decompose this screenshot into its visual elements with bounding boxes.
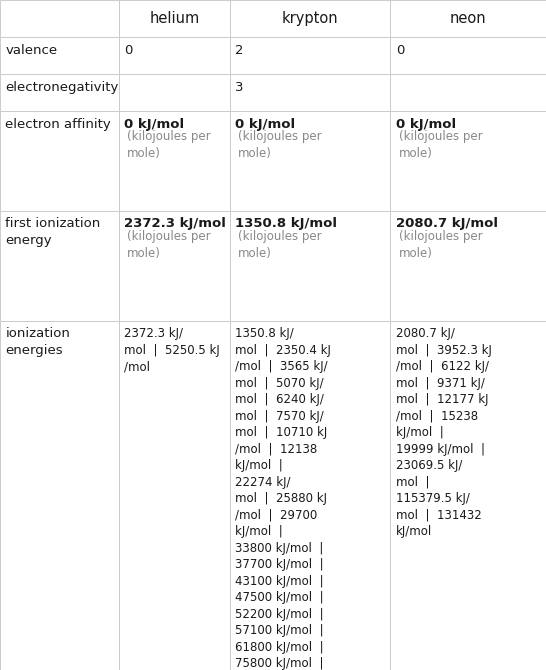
Bar — [230, 0, 390, 37]
Bar — [390, 74, 546, 111]
Bar — [390, 37, 546, 74]
Text: 1350.8 kJ/
mol  |  2350.4 kJ
/mol  |  3565 kJ/
mol  |  5070 kJ/
mol  |  6240 kJ/: 1350.8 kJ/ mol | 2350.4 kJ /mol | 3565 k… — [235, 327, 331, 670]
Text: 0 kJ/mol: 0 kJ/mol — [396, 117, 456, 131]
Bar — [230, 74, 390, 111]
Bar — [119, 320, 230, 670]
Text: ionization
energies: ionization energies — [5, 327, 70, 356]
Bar — [0, 210, 119, 320]
Bar — [0, 111, 119, 210]
Text: 0: 0 — [396, 44, 404, 57]
Bar — [390, 0, 546, 37]
Text: (kilojoules per
mole): (kilojoules per mole) — [399, 131, 482, 160]
Bar — [0, 37, 119, 74]
Text: 0 kJ/mol: 0 kJ/mol — [124, 117, 185, 131]
Text: helium: helium — [149, 11, 200, 26]
Bar — [0, 0, 119, 37]
Bar — [230, 320, 390, 670]
Text: 2: 2 — [235, 44, 244, 57]
Bar — [230, 37, 390, 74]
Text: 2080.7 kJ/
mol  |  3952.3 kJ
/mol  |  6122 kJ/
mol  |  9371 kJ/
mol  |  12177 kJ: 2080.7 kJ/ mol | 3952.3 kJ /mol | 6122 k… — [396, 327, 492, 538]
Text: first ionization
energy: first ionization energy — [5, 217, 100, 247]
Bar — [390, 210, 546, 320]
Text: 0: 0 — [124, 44, 133, 57]
Text: neon: neon — [450, 11, 486, 26]
Bar — [230, 210, 390, 320]
Text: 2372.3 kJ/
mol  |  5250.5 kJ
/mol: 2372.3 kJ/ mol | 5250.5 kJ /mol — [124, 327, 220, 373]
Bar — [0, 320, 119, 670]
Text: electronegativity: electronegativity — [5, 80, 119, 94]
Bar — [119, 111, 230, 210]
Bar — [119, 0, 230, 37]
Bar — [390, 111, 546, 210]
Text: 0 kJ/mol: 0 kJ/mol — [235, 117, 295, 131]
Text: 2372.3 kJ/mol: 2372.3 kJ/mol — [124, 217, 227, 230]
Bar — [119, 74, 230, 111]
Text: (kilojoules per
mole): (kilojoules per mole) — [238, 230, 322, 260]
Bar — [230, 111, 390, 210]
Text: electron affinity: electron affinity — [5, 117, 111, 131]
Text: (kilojoules per
mole): (kilojoules per mole) — [238, 131, 322, 160]
Text: 1350.8 kJ/mol: 1350.8 kJ/mol — [235, 217, 337, 230]
Text: 2080.7 kJ/mol: 2080.7 kJ/mol — [396, 217, 498, 230]
Bar — [390, 320, 546, 670]
Bar — [119, 37, 230, 74]
Text: 3: 3 — [235, 80, 244, 94]
Text: (kilojoules per
mole): (kilojoules per mole) — [127, 230, 211, 260]
Text: krypton: krypton — [282, 11, 339, 26]
Bar — [0, 74, 119, 111]
Bar — [119, 210, 230, 320]
Text: (kilojoules per
mole): (kilojoules per mole) — [127, 131, 211, 160]
Text: valence: valence — [5, 44, 57, 57]
Text: (kilojoules per
mole): (kilojoules per mole) — [399, 230, 482, 260]
